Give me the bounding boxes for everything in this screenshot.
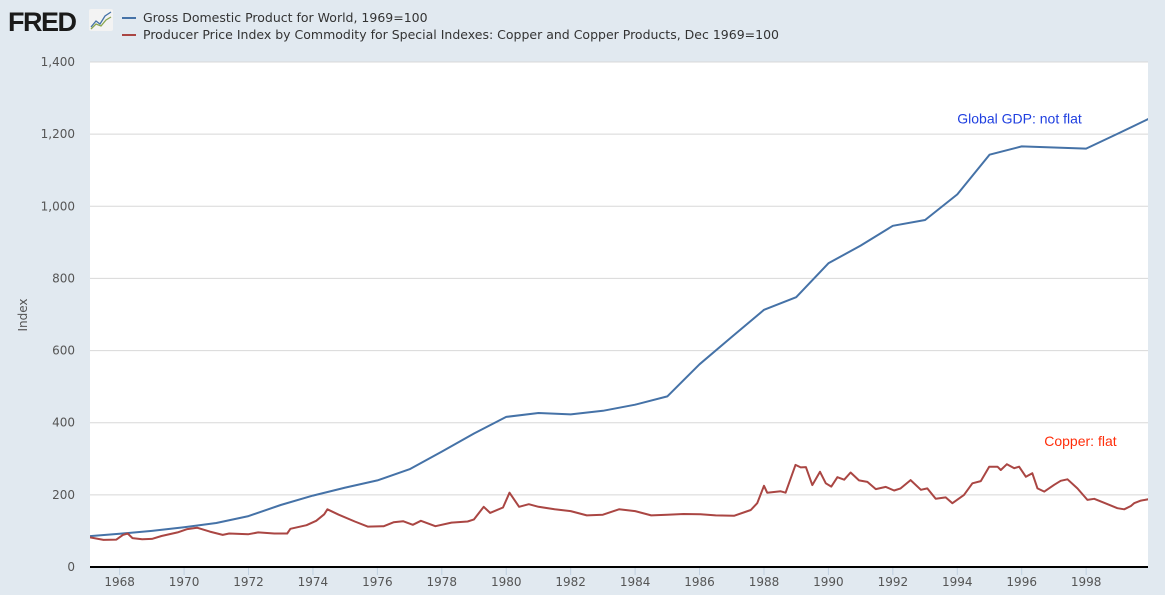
x-tick-label: 1996 [1006, 575, 1037, 589]
legend-label-gdp: Gross Domestic Product for World, 1969=1… [143, 10, 428, 25]
y-tick-label: 1,000 [41, 199, 75, 213]
y-tick-label: 400 [52, 416, 75, 430]
x-tick-label: 1998 [1071, 575, 1102, 589]
fred-logo[interactable]: FRED [8, 7, 77, 37]
annotation: Global GDP: not flat [957, 110, 1082, 126]
plot-area [90, 62, 1148, 567]
legend-swatch-copper [122, 33, 136, 36]
x-tick-label: 1992 [878, 575, 909, 589]
y-tick-label: 1,400 [41, 55, 75, 69]
y-axis-label: Index [16, 298, 30, 331]
legend-swatch-gdp [122, 16, 136, 19]
y-tick-label: 0 [67, 560, 75, 574]
y-tick-label: 1,200 [41, 127, 75, 141]
legend-item-gdp[interactable]: Gross Domestic Product for World, 1969=1… [122, 10, 428, 25]
series-line-gdp [90, 118, 1148, 538]
x-tick-label: 1986 [684, 575, 715, 589]
x-tick-label: 1968 [104, 575, 135, 589]
x-tick-label: 1974 [298, 575, 329, 589]
legend-label-copper: Producer Price Index by Commodity for Sp… [143, 27, 779, 42]
y-tick-label: 200 [52, 488, 75, 502]
x-tick-label: 1990 [813, 575, 844, 589]
x-tick-label: 1976 [362, 575, 393, 589]
legend-item-copper[interactable]: Producer Price Index by Commodity for Sp… [122, 27, 779, 42]
x-tick-label: 1980 [491, 575, 522, 589]
x-tick-label: 1994 [942, 575, 973, 589]
y-tick-label: 800 [52, 271, 75, 285]
x-tick-label: 1982 [555, 575, 586, 589]
x-tick-label: 1978 [427, 575, 458, 589]
x-tick-label: 1972 [233, 575, 264, 589]
x-tick-label: 1988 [749, 575, 780, 589]
series-line-copper [90, 463, 1148, 541]
annotation: Copper: flat [1044, 433, 1116, 449]
x-tick-label: 1970 [169, 575, 200, 589]
x-tick-label: 1984 [620, 575, 651, 589]
y-tick-label: 600 [52, 344, 75, 358]
chart-logo-icon [89, 9, 113, 31]
